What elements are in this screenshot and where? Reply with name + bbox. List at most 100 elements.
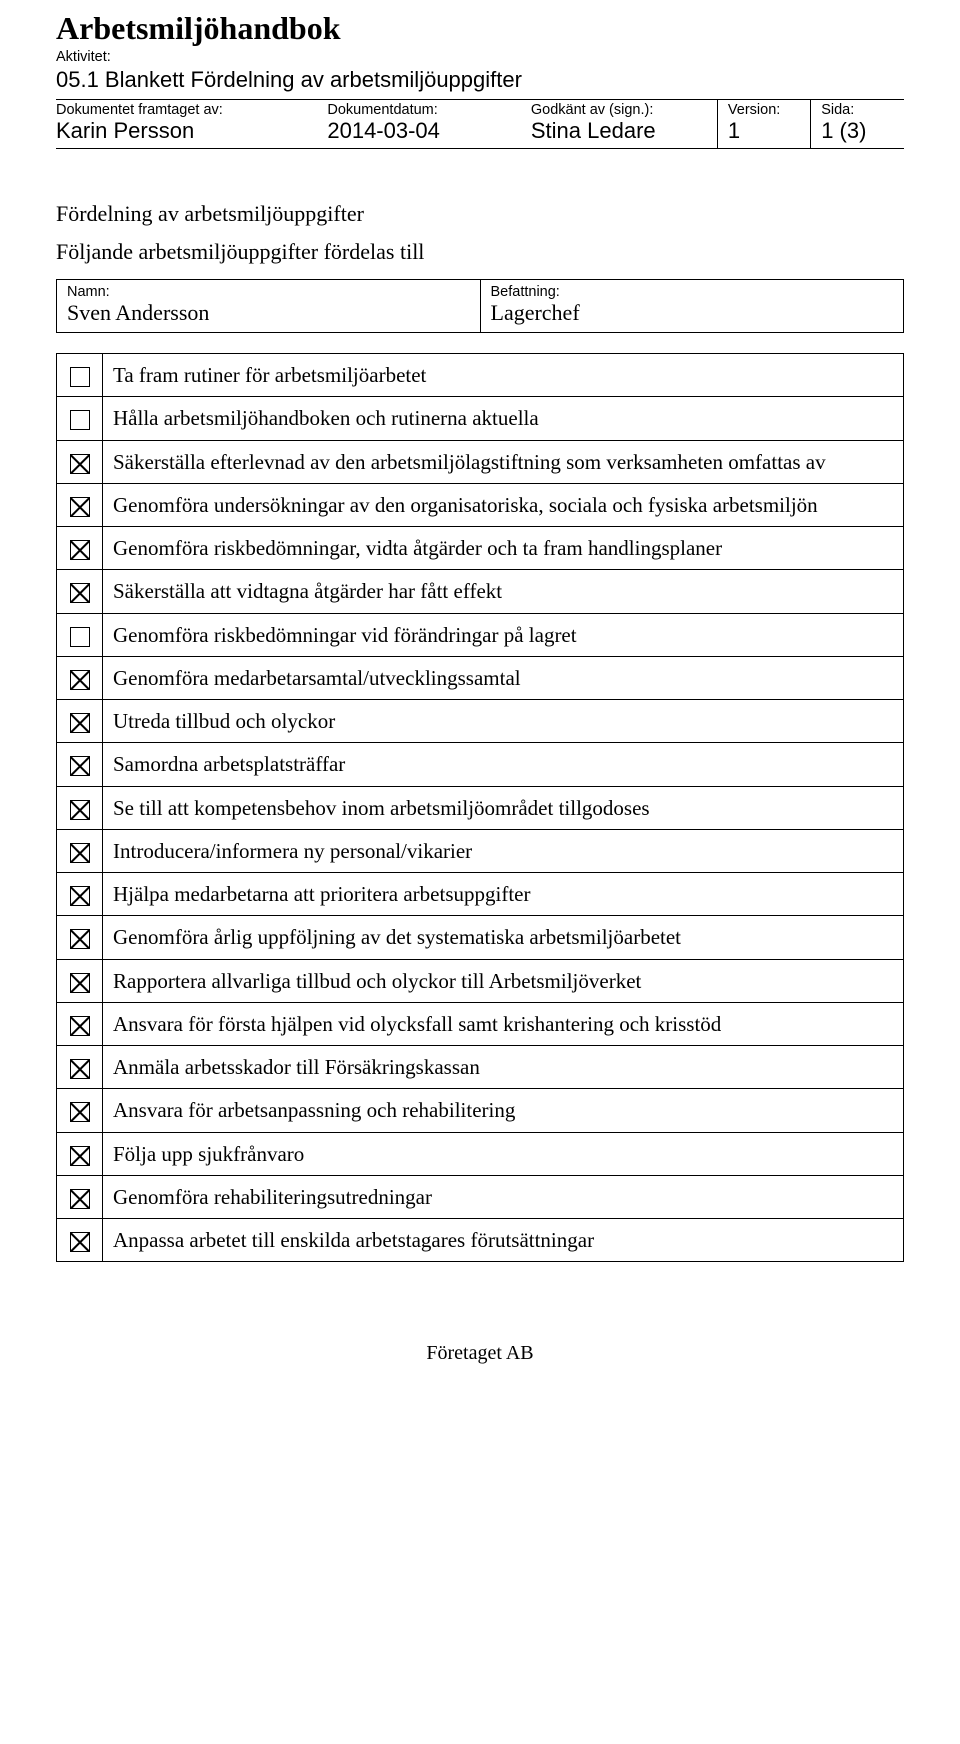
activity-label: Aktivitet:: [56, 49, 904, 65]
section-intro: Följande arbetsmiljöuppgifter fördelas t…: [56, 239, 904, 265]
task-checkbox[interactable]: [70, 454, 90, 474]
task-checkbox[interactable]: [70, 627, 90, 647]
task-row: Hjälpa medarbetarna att prioritera arbet…: [57, 873, 904, 916]
task-checkbox-cell: [57, 570, 103, 613]
task-row: Introducera/informera ny personal/vikari…: [57, 829, 904, 872]
task-row: Följa upp sjukfrånvaro: [57, 1132, 904, 1175]
task-row: Anmäla arbetsskador till Försäkringskass…: [57, 1046, 904, 1089]
task-checkbox-cell: [57, 786, 103, 829]
task-checkbox-cell: [57, 1046, 103, 1089]
task-checkbox[interactable]: [70, 497, 90, 517]
task-text: Hålla arbetsmiljöhandboken och rutinerna…: [103, 397, 904, 440]
task-text: Anpassa arbetet till enskilda arbetstaga…: [103, 1219, 904, 1262]
task-checkbox[interactable]: [70, 583, 90, 603]
task-checkbox[interactable]: [70, 756, 90, 776]
task-checkbox[interactable]: [70, 886, 90, 906]
task-checkbox[interactable]: [70, 1016, 90, 1036]
task-checkbox[interactable]: [70, 670, 90, 690]
task-checkbox-cell: [57, 916, 103, 959]
task-checkbox[interactable]: [70, 367, 90, 387]
meta-value-date: 2014-03-04: [327, 118, 531, 149]
meta-label-version: Version:: [717, 100, 810, 119]
task-row: Se till att kompetensbehov inom arbetsmi…: [57, 786, 904, 829]
meta-value-approved: Stina Ledare: [531, 118, 718, 149]
task-checkbox[interactable]: [70, 713, 90, 733]
task-checkbox[interactable]: [70, 973, 90, 993]
task-checkbox-cell: [57, 1132, 103, 1175]
task-checkbox[interactable]: [70, 1146, 90, 1166]
task-text: Genomföra medarbetarsamtal/utvecklingssa…: [103, 656, 904, 699]
meta-label-author: Dokumentet framtaget av:: [56, 100, 327, 119]
meta-label-date: Dokumentdatum:: [327, 100, 531, 119]
task-checkbox-cell: [57, 397, 103, 440]
task-row: Genomföra undersökningar av den organisa…: [57, 483, 904, 526]
task-checkbox[interactable]: [70, 800, 90, 820]
task-row: Genomföra riskbedömningar vid förändring…: [57, 613, 904, 656]
task-text: Följa upp sjukfrånvaro: [103, 1132, 904, 1175]
task-text: Hjälpa medarbetarna att prioritera arbet…: [103, 873, 904, 916]
task-text: Ansvara för första hjälpen vid olycksfal…: [103, 1002, 904, 1045]
assignee-name-label: Namn:: [67, 284, 470, 300]
task-checkbox-cell: [57, 440, 103, 483]
task-text: Säkerställa att vidtagna åtgärder har få…: [103, 570, 904, 613]
task-text: Genomföra årlig uppföljning av det syste…: [103, 916, 904, 959]
task-row: Samordna arbetsplatsträffar: [57, 743, 904, 786]
meta-table: Dokumentet framtaget av: Dokumentdatum: …: [56, 99, 904, 149]
document-title: Arbetsmiljöhandbok: [56, 10, 904, 47]
task-text: Ansvara för arbetsanpassning och rehabil…: [103, 1089, 904, 1132]
task-text: Genomföra rehabiliteringsutredningar: [103, 1175, 904, 1218]
task-checkbox[interactable]: [70, 410, 90, 430]
meta-label-approved: Godkänt av (sign.):: [531, 100, 718, 119]
task-checkbox[interactable]: [70, 1189, 90, 1209]
task-checkbox-cell: [57, 1089, 103, 1132]
task-checkbox-cell: [57, 700, 103, 743]
task-checkbox[interactable]: [70, 843, 90, 863]
task-text: Rapportera allvarliga tillbud och olycko…: [103, 959, 904, 1002]
task-checkbox[interactable]: [70, 1059, 90, 1079]
assignee-name-value: Sven Andersson: [67, 300, 470, 326]
task-row: Hålla arbetsmiljöhandboken och rutinerna…: [57, 397, 904, 440]
meta-value-version: 1: [717, 118, 810, 149]
task-checkbox-cell: [57, 1219, 103, 1262]
tasks-table: Ta fram rutiner för arbetsmiljöarbetetHå…: [56, 353, 904, 1262]
task-checkbox[interactable]: [70, 540, 90, 560]
task-text: Genomföra riskbedömningar, vidta åtgärde…: [103, 527, 904, 570]
task-checkbox-cell: [57, 1002, 103, 1045]
task-checkbox-cell: [57, 959, 103, 1002]
task-text: Ta fram rutiner för arbetsmiljöarbetet: [103, 354, 904, 397]
task-row: Ansvara för första hjälpen vid olycksfal…: [57, 1002, 904, 1045]
task-text: Utreda tillbud och olyckor: [103, 700, 904, 743]
task-text: Samordna arbetsplatsträffar: [103, 743, 904, 786]
assignee-role-cell: Befattning: Lagerchef: [480, 280, 904, 333]
task-checkbox-cell: [57, 527, 103, 570]
task-row: Genomföra riskbedömningar, vidta åtgärde…: [57, 527, 904, 570]
task-text: Genomföra undersökningar av den organisa…: [103, 483, 904, 526]
meta-value-page: 1 (3): [811, 118, 904, 149]
task-row: Genomföra årlig uppföljning av det syste…: [57, 916, 904, 959]
footer: Företaget AB: [56, 1342, 904, 1365]
task-checkbox-cell: [57, 873, 103, 916]
task-checkbox[interactable]: [70, 929, 90, 949]
task-checkbox-cell: [57, 354, 103, 397]
assignee-table: Namn: Sven Andersson Befattning: Lagerch…: [56, 279, 904, 333]
task-checkbox-cell: [57, 656, 103, 699]
assignee-name-cell: Namn: Sven Andersson: [57, 280, 481, 333]
task-text: Genomföra riskbedömningar vid förändring…: [103, 613, 904, 656]
task-checkbox-cell: [57, 743, 103, 786]
meta-label-page: Sida:: [811, 100, 904, 119]
task-row: Säkerställa efterlevnad av den arbetsmil…: [57, 440, 904, 483]
task-row: Ansvara för arbetsanpassning och rehabil…: [57, 1089, 904, 1132]
activity-value: 05.1 Blankett Fördelning av arbetsmiljöu…: [56, 67, 904, 93]
task-row: Genomföra medarbetarsamtal/utvecklingssa…: [57, 656, 904, 699]
task-row: Ta fram rutiner för arbetsmiljöarbetet: [57, 354, 904, 397]
task-checkbox[interactable]: [70, 1102, 90, 1122]
task-checkbox[interactable]: [70, 1232, 90, 1252]
page: Arbetsmiljöhandbok Aktivitet: 05.1 Blank…: [0, 0, 960, 1405]
task-checkbox-cell: [57, 613, 103, 656]
task-text: Se till att kompetensbehov inom arbetsmi…: [103, 786, 904, 829]
task-checkbox-cell: [57, 1175, 103, 1218]
task-row: Säkerställa att vidtagna åtgärder har få…: [57, 570, 904, 613]
section-heading: Fördelning av arbetsmiljöuppgifter: [56, 201, 904, 227]
task-row: Anpassa arbetet till enskilda arbetstaga…: [57, 1219, 904, 1262]
task-checkbox-cell: [57, 829, 103, 872]
